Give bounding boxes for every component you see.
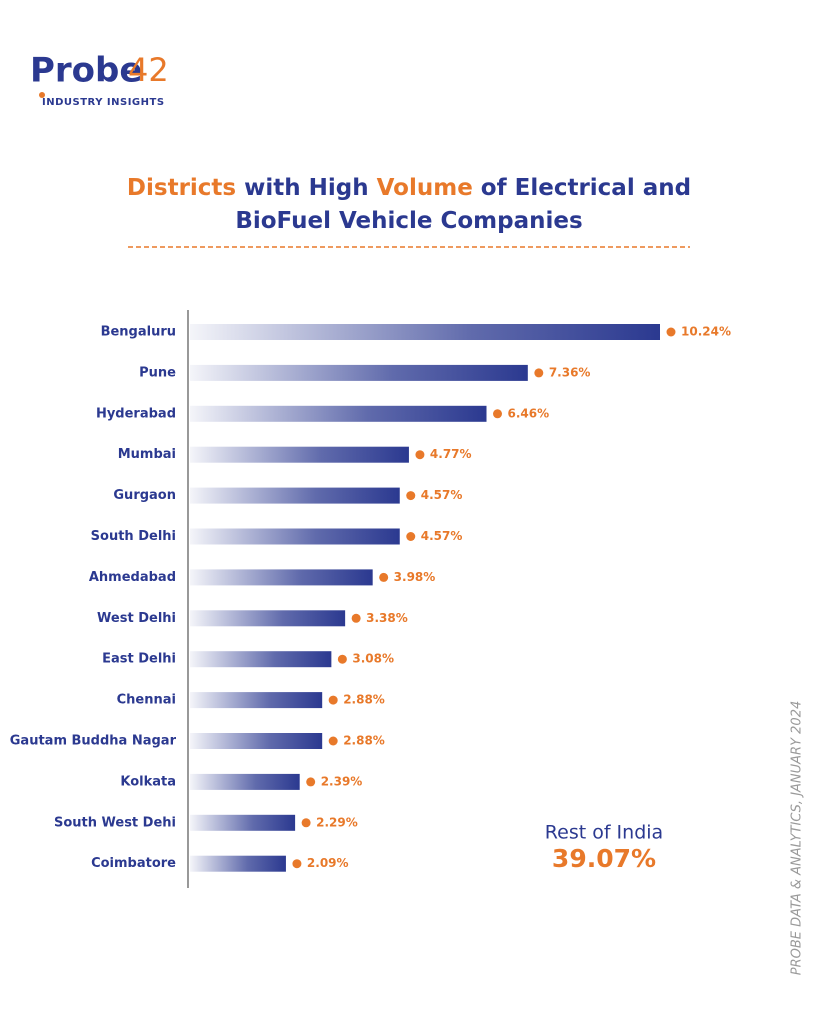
value-dot xyxy=(406,491,416,501)
value-dot xyxy=(415,450,425,460)
title-segment: with High xyxy=(236,175,377,201)
category-label: Kolkata xyxy=(120,774,176,789)
logo-dot xyxy=(39,92,45,98)
value-dot xyxy=(301,818,311,828)
value-label: 2.88% xyxy=(343,734,385,748)
title-segment: Districts xyxy=(127,175,236,201)
value-dot xyxy=(406,532,416,541)
value-label: 2.29% xyxy=(316,815,358,829)
category-label: Hyderabad xyxy=(96,406,176,421)
bar xyxy=(190,733,323,749)
value-label: 7.36% xyxy=(549,365,591,379)
category-label: Pune xyxy=(139,365,176,380)
title-segment: Volume xyxy=(377,175,473,201)
value-label: 2.09% xyxy=(307,856,349,870)
bar xyxy=(190,324,660,340)
category-label: Chennai xyxy=(117,693,176,708)
value-label: 2.88% xyxy=(343,693,385,707)
value-label: 3.38% xyxy=(366,611,408,625)
value-label: 3.98% xyxy=(394,570,436,584)
value-dot xyxy=(493,409,503,419)
value-label: 4.57% xyxy=(421,529,463,543)
title-segment: BioFuel Vehicle Companies xyxy=(235,208,582,234)
category-label: East Delhi xyxy=(102,652,176,667)
category-label: Gautam Buddha Nagar xyxy=(10,734,177,749)
category-label: South West Dehi xyxy=(54,815,176,830)
annotation-value: 39.07% xyxy=(552,844,656,873)
annotation-text: Rest of India xyxy=(545,822,663,844)
value-label: 6.46% xyxy=(508,406,550,420)
bar xyxy=(190,405,487,422)
logo: Probe 42 INDUSTRY INSIGHTS xyxy=(30,51,169,109)
chart-title: BioFuel Vehicle Companies xyxy=(235,208,582,234)
bar xyxy=(190,610,346,627)
bar xyxy=(190,528,400,545)
value-dot xyxy=(292,859,302,869)
value-dot xyxy=(328,695,338,705)
category-label: Gurgaon xyxy=(113,488,176,503)
value-label: 3.08% xyxy=(352,652,394,666)
logo-tagline: INDUSTRY INSIGHTS xyxy=(42,97,165,108)
value-label: 4.77% xyxy=(430,447,472,461)
bar xyxy=(190,692,323,709)
category-label: Mumbai xyxy=(118,447,176,462)
logo-name: Probe xyxy=(30,51,142,91)
value-label: 4.57% xyxy=(421,488,463,502)
value-dot xyxy=(306,777,316,787)
source: PROBE DATA & ANALYTICS, JANUARY 2024 xyxy=(790,701,805,975)
category-label: Ahmedabad xyxy=(89,570,176,585)
title-segment: of Electrical and xyxy=(473,175,691,201)
value-dot xyxy=(379,572,389,582)
bar xyxy=(190,487,400,504)
value-label: 2.39% xyxy=(321,774,363,788)
value-dot xyxy=(337,654,347,664)
value-label: 10.24% xyxy=(681,325,731,339)
chart-title: Districts with High Volume of Electrical… xyxy=(127,175,691,201)
bar xyxy=(190,651,332,668)
bar xyxy=(190,773,300,790)
bar xyxy=(190,446,409,463)
value-dot xyxy=(351,613,361,623)
category-label: South Delhi xyxy=(91,529,176,544)
category-label: Coimbatore xyxy=(91,856,176,871)
value-dot xyxy=(534,368,544,378)
bar xyxy=(190,814,296,831)
logo-number: 42 xyxy=(128,51,169,89)
category-label: West Delhi xyxy=(97,611,176,626)
bar xyxy=(190,569,373,586)
category-label: Bengaluru xyxy=(101,325,176,340)
bar xyxy=(190,855,286,872)
value-dot xyxy=(666,327,676,337)
value-dot xyxy=(328,736,338,746)
bar xyxy=(190,364,528,381)
